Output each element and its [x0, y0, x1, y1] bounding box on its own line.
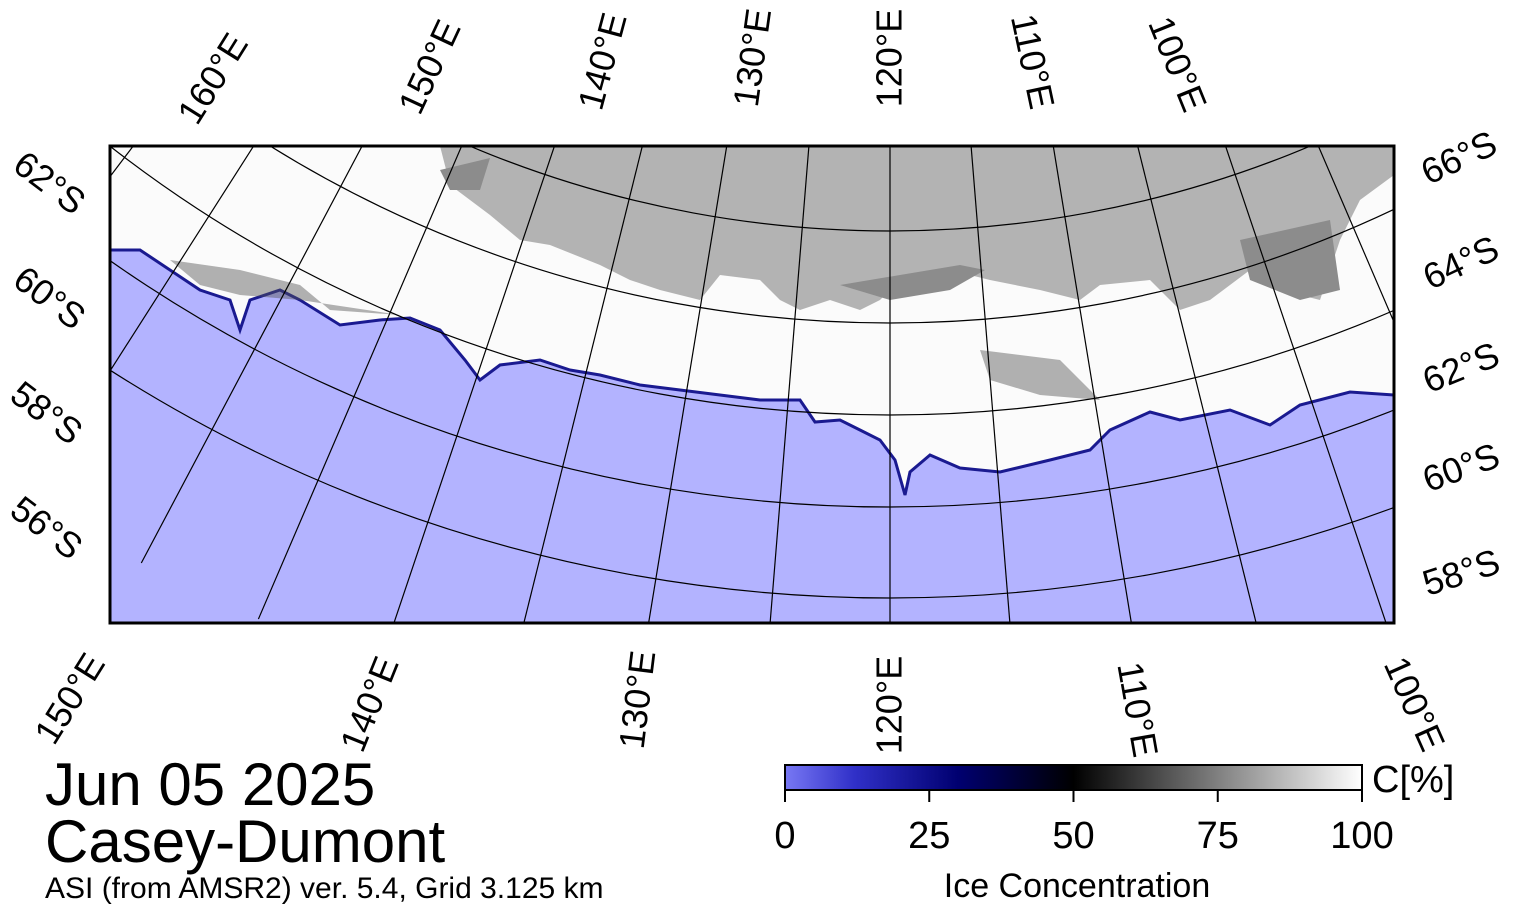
top-lon-label: 130°E	[725, 6, 779, 109]
meridian-line	[257, 146, 463, 620]
top-lon-label: 110°E	[1003, 10, 1063, 112]
meridian-line	[1137, 146, 1257, 623]
bottom-lon-label: 150°E	[26, 646, 113, 751]
right-lat-label: 64°S	[1417, 227, 1505, 297]
bottom-lon-label: 120°E	[869, 656, 910, 754]
meridian-line	[393, 146, 556, 623]
region: Casey-Dumont	[45, 808, 445, 875]
colorbar-tick-label: 50	[1052, 815, 1094, 857]
colorbar-label: Ice Concentration	[944, 867, 1211, 905]
right-lat-label: 60°S	[1417, 435, 1505, 500]
colorbar-tick-label: 25	[908, 815, 950, 857]
top-lon-label: 150°E	[390, 13, 469, 120]
colorbar-tick-label: 75	[1197, 815, 1239, 857]
colorbar-unit: C[%]	[1372, 759, 1454, 801]
bottom-lon-label: 110°E	[1109, 659, 1166, 760]
colorbar-tick-label: 0	[774, 815, 795, 857]
colorbar	[784, 764, 1363, 791]
meridian-line	[970, 146, 1011, 623]
left-lat-label: 56°S	[3, 488, 90, 568]
meridian-line	[1052, 146, 1132, 623]
colorbar-tick-label: 100	[1330, 815, 1393, 857]
right-lat-label: 66°S	[1415, 122, 1503, 192]
map-frame	[108, 144, 1396, 625]
right-lat-label: 58°S	[1417, 541, 1504, 604]
left-lat-label: 58°S	[3, 373, 90, 453]
top-lon-label: 140°E	[570, 8, 635, 114]
map-area	[110, 146, 1394, 623]
meridian-line	[110, 146, 255, 373]
left-lat-label: 62°S	[6, 143, 93, 223]
top-lon-label: 120°E	[869, 9, 910, 107]
top-lon-label: 100°E	[1140, 11, 1215, 118]
colorbar-ticks: 0 25 50 75 100	[774, 790, 1394, 857]
date: Jun 05 2025	[45, 751, 375, 818]
meridian-line	[523, 146, 643, 623]
bottom-lon-label: 130°E	[611, 648, 664, 751]
bottom-lon-label: 100°E	[1376, 650, 1454, 757]
graticule	[110, 146, 1394, 623]
top-lon-label: 160°E	[169, 26, 256, 131]
meridian-line	[769, 146, 810, 623]
meridian-line	[1224, 146, 1387, 623]
land	[440, 146, 1394, 310]
source: ASI (from AMSR2) ver. 5.4, Grid 3.125 km	[45, 872, 604, 905]
meridian-line	[140, 146, 363, 564]
bottom-lon-label: 140°E	[332, 651, 407, 758]
left-lat-label: 60°S	[6, 258, 93, 338]
meridian-line	[648, 146, 728, 623]
right-lat-label: 62°S	[1417, 334, 1505, 401]
